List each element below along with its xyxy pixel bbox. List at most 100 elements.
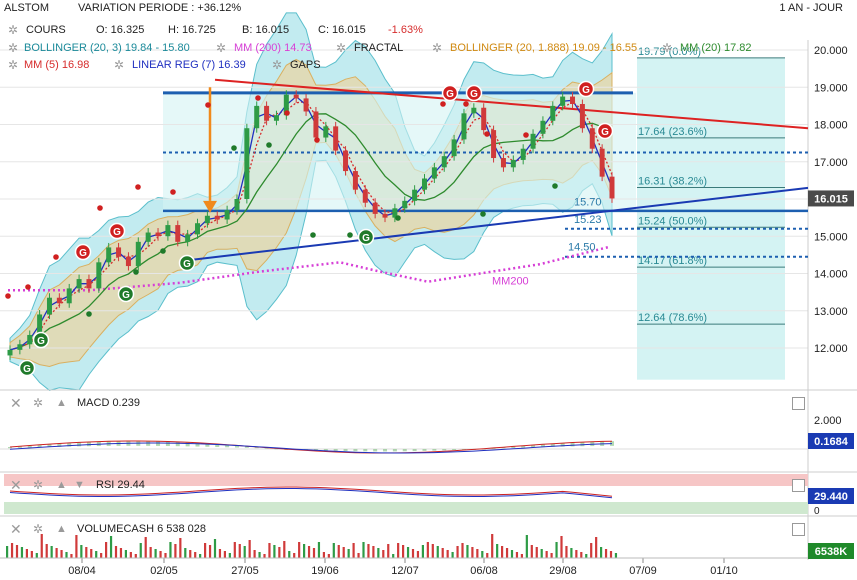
candle-body bbox=[550, 105, 556, 121]
volume-bar bbox=[496, 544, 499, 558]
volume-bar bbox=[540, 549, 543, 558]
candle-body bbox=[195, 223, 201, 235]
gear-icon[interactable]: ✲ bbox=[114, 58, 125, 72]
macd-histogram-bar bbox=[165, 441, 170, 447]
macd-histogram-bar bbox=[531, 444, 536, 448]
trend-lines bbox=[8, 78, 809, 351]
gear-icon[interactable]: ✲ bbox=[33, 478, 44, 492]
macd-histogram-bar bbox=[234, 445, 239, 448]
macd-histogram-bar bbox=[442, 449, 447, 451]
mm20-line bbox=[9, 113, 613, 351]
signal-letter: G bbox=[122, 290, 130, 301]
gear-icon[interactable]: ✲ bbox=[216, 41, 227, 55]
indicator-mm200[interactable]: MM (200) 14.73 bbox=[234, 42, 312, 54]
gear-icon[interactable]: ✲ bbox=[272, 58, 283, 72]
volume-bar bbox=[471, 547, 474, 558]
fractal-up-dot bbox=[440, 101, 446, 107]
volume-bar bbox=[560, 536, 563, 558]
gear-icon[interactable]: ✲ bbox=[33, 396, 44, 410]
macd-histogram-bar bbox=[17, 446, 22, 448]
close-icon[interactable]: ✕ bbox=[10, 521, 22, 537]
macd-histogram-bar bbox=[570, 442, 575, 447]
volume-bar bbox=[70, 554, 73, 558]
volume-bar bbox=[129, 552, 132, 558]
indicator-bollinger-20-3[interactable]: BOLLINGER (20, 3) 19.84 - 15.80 bbox=[24, 42, 190, 54]
indicator-gaps[interactable]: GAPS bbox=[290, 59, 321, 71]
volume-bar bbox=[565, 546, 568, 558]
chevron-up-icon[interactable]: ▲ bbox=[56, 397, 67, 409]
volume-bar bbox=[243, 546, 246, 558]
volume-bar bbox=[184, 548, 187, 558]
rsi-axis-zero: 0 bbox=[814, 506, 820, 517]
candle-body bbox=[135, 241, 141, 267]
gear-icon[interactable]: ✲ bbox=[336, 41, 347, 55]
volume-bar bbox=[510, 550, 514, 558]
indicator-bollinger-20-1888[interactable]: BOLLINGER (20, 1.888) 19.09 - 16.55 bbox=[450, 42, 638, 54]
volume-bar bbox=[411, 549, 415, 558]
indicator-mm5[interactable]: MM (5) 16.98 bbox=[24, 59, 90, 71]
volume-bar bbox=[402, 545, 405, 558]
volume-bar bbox=[476, 549, 479, 558]
volume-bar bbox=[456, 546, 459, 558]
macd-histogram-bar bbox=[511, 446, 516, 448]
indicator-fractal[interactable]: FRACTAL bbox=[354, 42, 404, 54]
volume-checkbox[interactable] bbox=[792, 523, 805, 536]
volume-bar bbox=[10, 543, 14, 558]
support-trendline bbox=[185, 186, 809, 262]
volume-bar bbox=[357, 553, 360, 558]
gear-icon[interactable]: ✲ bbox=[662, 41, 673, 55]
period-label[interactable]: 1 AN - JOUR bbox=[779, 2, 843, 14]
drop-arrow-head bbox=[203, 200, 217, 213]
chevron-down-icon[interactable]: ▼ bbox=[74, 479, 85, 491]
gear-icon[interactable]: ✲ bbox=[432, 41, 443, 55]
macd-histogram-bar bbox=[8, 447, 12, 449]
chevron-up-icon[interactable]: ▲ bbox=[56, 523, 67, 535]
fractal-down-dot bbox=[480, 211, 486, 217]
candle-body bbox=[510, 159, 516, 168]
gear-icon[interactable]: ✲ bbox=[8, 23, 19, 37]
volume-bar bbox=[144, 537, 147, 558]
candle-body bbox=[17, 344, 23, 350]
macd-histogram-bar bbox=[491, 447, 496, 449]
y-tick-label: 20.000 bbox=[814, 45, 848, 57]
variation-label: VARIATION PERIODE : +36.12% bbox=[78, 2, 242, 14]
volume-bar bbox=[614, 553, 618, 558]
volume-bar bbox=[149, 547, 152, 558]
candle-body bbox=[402, 200, 408, 209]
candle-body bbox=[264, 105, 270, 121]
fractal-up-dot bbox=[97, 205, 103, 211]
signal-markers: G G G G G G G G G G G bbox=[5, 80, 614, 377]
macd-histogram-bar bbox=[432, 449, 437, 451]
volume-bar bbox=[223, 551, 226, 558]
volume-bar bbox=[253, 550, 256, 558]
gear-icon[interactable]: ✲ bbox=[8, 58, 19, 72]
fractal-up-dot bbox=[135, 184, 141, 190]
volume-bar bbox=[377, 548, 380, 558]
rsi-checkbox[interactable] bbox=[792, 479, 805, 492]
candles[interactable] bbox=[7, 90, 615, 360]
macd-checkbox[interactable] bbox=[792, 397, 805, 410]
macd-histogram-bar bbox=[402, 449, 407, 452]
gear-icon[interactable]: ✲ bbox=[8, 41, 19, 55]
close-icon[interactable]: ✕ bbox=[10, 395, 22, 411]
volume-bar bbox=[15, 545, 19, 558]
volume-bar bbox=[169, 542, 172, 558]
volume-bar bbox=[530, 545, 533, 558]
candle-body bbox=[579, 104, 585, 129]
rsi-signal-line bbox=[9, 488, 613, 499]
chevron-up-icon[interactable]: ▲ bbox=[56, 479, 67, 491]
volume-bar bbox=[218, 549, 222, 558]
gear-icon[interactable]: ✲ bbox=[33, 522, 44, 536]
macd-histogram-bar bbox=[392, 449, 397, 452]
candle-body bbox=[540, 120, 546, 134]
signal-letter: G bbox=[470, 89, 478, 100]
candle-body bbox=[66, 288, 72, 304]
indicator-linear-reg[interactable]: LINEAR REG (7) 16.39 bbox=[132, 59, 246, 71]
volume-bar bbox=[208, 545, 212, 558]
indicator-mm20[interactable]: MM (20) 17.82 bbox=[680, 42, 752, 54]
volume-bar bbox=[263, 554, 266, 558]
close-icon[interactable]: ✕ bbox=[10, 477, 22, 493]
price-badge-text: 16.015 bbox=[814, 193, 848, 205]
volume-bar bbox=[90, 549, 93, 558]
